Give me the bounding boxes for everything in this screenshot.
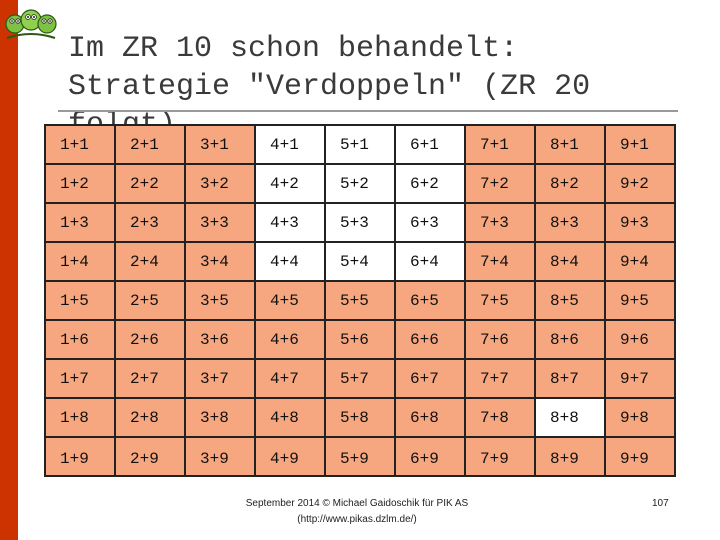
table-cell: 2+7: [114, 358, 186, 399]
table-cell: 8+8: [534, 397, 606, 438]
table-cell: 2+3: [114, 202, 186, 243]
table-cell: 9+1: [604, 124, 676, 165]
table-cell: 1+7: [44, 358, 116, 399]
table-cell: 9+8: [604, 397, 676, 438]
table-cell: 6+6: [394, 319, 466, 360]
footer-url: (http://www.pikas.dzlm.de/): [297, 514, 417, 525]
footer: September 2014 © Michael Gaidoschik für …: [232, 496, 482, 528]
accent-bar: [0, 0, 18, 540]
table-cell: 9+6: [604, 319, 676, 360]
table-cell: 4+1: [254, 124, 326, 165]
table-cell: 3+5: [184, 280, 256, 321]
table-cell: 4+4: [254, 241, 326, 282]
table-cell: 7+8: [464, 397, 536, 438]
table-cell: 1+1: [44, 124, 116, 165]
table-row: 1+7 2+7 3+7 4+7 5+7 6+7 7+7 8+7 9+7: [44, 358, 676, 399]
table-cell: 2+1: [114, 124, 186, 165]
table-row: 1+5 2+5 3+5 4+5 5+5 6+5 7+5 8+5 9+5: [44, 280, 676, 321]
table-row: 1+9 2+9 3+9 4+9 5+9 6+9 7+9 8+9 9+9: [44, 436, 676, 477]
table-row: 1+8 2+8 3+8 4+8 5+8 6+8 7+8 8+8 9+8: [44, 397, 676, 438]
title-divider: [58, 110, 678, 112]
table-cell: 7+6: [464, 319, 536, 360]
table-cell: 2+8: [114, 397, 186, 438]
table-cell: 6+1: [394, 124, 466, 165]
table-cell: 8+6: [534, 319, 606, 360]
table-cell: 5+9: [324, 436, 396, 477]
addition-table: 1+1 2+1 3+1 4+1 5+1 6+1 7+1 8+1 9+1 1+2 2+2 3+2 4+2 5…: [44, 124, 676, 477]
table-cell: 4+3: [254, 202, 326, 243]
table-cell: 4+5: [254, 280, 326, 321]
table-cell: 9+9: [604, 436, 676, 477]
table-row: 1+3 2+3 3+3 4+3 5+3 6+3 7+3 8+3 9+3: [44, 202, 676, 243]
table-cell: 5+7: [324, 358, 396, 399]
table-cell: 6+8: [394, 397, 466, 438]
table-cell: 7+4: [464, 241, 536, 282]
table-cell: 4+7: [254, 358, 326, 399]
table-cell: 7+1: [464, 124, 536, 165]
table-cell: 3+7: [184, 358, 256, 399]
table-cell: 6+5: [394, 280, 466, 321]
table-cell: 9+2: [604, 163, 676, 204]
table-cell: 7+2: [464, 163, 536, 204]
table-cell: 8+7: [534, 358, 606, 399]
table-cell: 3+1: [184, 124, 256, 165]
table-cell: 1+9: [44, 436, 116, 477]
table-cell: 7+5: [464, 280, 536, 321]
table-row: 1+4 2+4 3+4 4+4 5+4 6+4 7+4 8+4 9+4: [44, 241, 676, 282]
table-cell: 9+7: [604, 358, 676, 399]
table-cell: 4+2: [254, 163, 326, 204]
table-cell: 9+4: [604, 241, 676, 282]
table-cell: 2+9: [114, 436, 186, 477]
table-cell: 5+5: [324, 280, 396, 321]
table-cell: 6+9: [394, 436, 466, 477]
table-cell: 2+6: [114, 319, 186, 360]
title-line-1: Im ZR 10 schon behandelt:: [68, 32, 519, 66]
table-cell: 1+5: [44, 280, 116, 321]
table-cell: 2+2: [114, 163, 186, 204]
table-cell: 3+9: [184, 436, 256, 477]
table-row: 1+1 2+1 3+1 4+1 5+1 6+1 7+1 8+1 9+1: [44, 124, 676, 165]
table-cell: 1+8: [44, 397, 116, 438]
table-cell: 3+4: [184, 241, 256, 282]
table-cell: 1+6: [44, 319, 116, 360]
table-cell: 6+2: [394, 163, 466, 204]
table-cell: 7+7: [464, 358, 536, 399]
pikas-logo-icon: [5, 9, 57, 39]
footer-copyright: September 2014 © Michael Gaidoschik für …: [245, 498, 469, 509]
table-cell: 9+3: [604, 202, 676, 243]
table-cell: 3+8: [184, 397, 256, 438]
table-cell: 8+3: [534, 202, 606, 243]
table-row: 1+6 2+6 3+6 4+6 5+6 6+6 7+6 8+6 9+6: [44, 319, 676, 360]
table-cell: 8+5: [534, 280, 606, 321]
table-cell: 6+4: [394, 241, 466, 282]
table-cell: 3+2: [184, 163, 256, 204]
table-cell: 8+9: [534, 436, 606, 477]
table-cell: 3+6: [184, 319, 256, 360]
table-cell: 5+3: [324, 202, 396, 243]
table-cell: 5+4: [324, 241, 396, 282]
table-cell: 7+3: [464, 202, 536, 243]
table-cell: 8+1: [534, 124, 606, 165]
table-cell: 4+6: [254, 319, 326, 360]
table-cell: 7+9: [464, 436, 536, 477]
table-cell: 1+4: [44, 241, 116, 282]
table-cell: 8+2: [534, 163, 606, 204]
table-cell: 1+2: [44, 163, 116, 204]
table-cell: 5+1: [324, 124, 396, 165]
table-cell: 1+3: [44, 202, 116, 243]
table-cell: 4+9: [254, 436, 326, 477]
table-cell: 5+8: [324, 397, 396, 438]
table-cell: 4+8: [254, 397, 326, 438]
table-cell: 6+3: [394, 202, 466, 243]
table-row: 1+2 2+2 3+2 4+2 5+2 6+2 7+2 8+2 9+2: [44, 163, 676, 204]
table-cell: 5+2: [324, 163, 396, 204]
table-cell: 2+5: [114, 280, 186, 321]
table-cell: 2+4: [114, 241, 186, 282]
table-cell: 5+6: [324, 319, 396, 360]
table-cell: 8+4: [534, 241, 606, 282]
table-cell: 9+5: [604, 280, 676, 321]
table-cell: 6+7: [394, 358, 466, 399]
table-cell: 3+3: [184, 202, 256, 243]
page-number: 107: [652, 498, 669, 509]
